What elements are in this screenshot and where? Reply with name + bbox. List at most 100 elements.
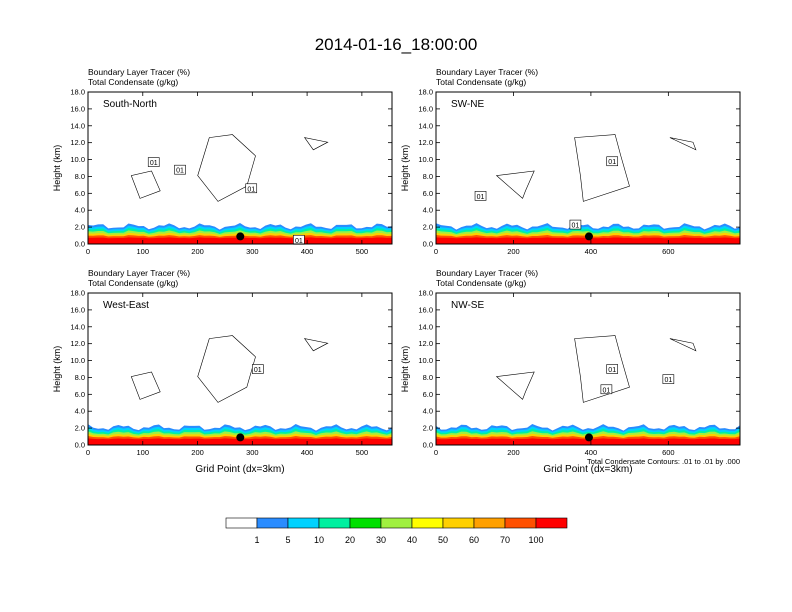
contour-label-box (662, 374, 675, 384)
x-tick-label: 200 (191, 448, 204, 457)
y-tick-label: 18.0 (418, 289, 433, 298)
y-tick-label: 6.0 (423, 189, 433, 198)
location-marker (236, 433, 245, 442)
colorbar-label: 50 (438, 535, 448, 545)
y-tick-label: 4.0 (423, 407, 433, 416)
contour-line (669, 137, 697, 151)
x-tick-label: 200 (507, 247, 520, 256)
panel-header-tracer: Boundary Layer Tracer (%) (88, 268, 190, 278)
y-tick-label: 6.0 (75, 390, 85, 399)
y-tick-label: 6.0 (423, 390, 433, 399)
y-tick-label: 0.0 (75, 240, 85, 249)
contour-line (303, 137, 329, 151)
y-tick-label: 2.0 (423, 424, 433, 433)
y-tick-label: 18.0 (70, 88, 85, 97)
colorbar-label: 40 (407, 535, 417, 545)
contour-line (669, 338, 697, 352)
location-marker (584, 433, 593, 442)
tracer-band (88, 438, 392, 445)
y-axis-label: Height (km) (52, 346, 62, 393)
contour-line (130, 170, 161, 199)
tracer-band (88, 237, 392, 244)
condensate-contours (130, 335, 329, 403)
x-tick-label: 600 (662, 247, 675, 256)
plot-frame (435, 292, 741, 446)
colorbar-swatch (380, 517, 413, 529)
contour-label-box (600, 384, 613, 395)
contour-label: 01 (608, 159, 616, 166)
panel-3: Boundary Layer Tracer (%)Total Condensat… (52, 268, 393, 475)
plot-frame (87, 292, 393, 446)
y-tick-label: 0.0 (423, 240, 433, 249)
contour-line (197, 335, 256, 403)
colorbar-swatch (411, 517, 444, 529)
panel-header-condensate: Total Condensate (g/kg) (436, 278, 526, 288)
x-tick-label: 0 (86, 448, 90, 457)
tracer-band (436, 438, 740, 445)
panel-4: Boundary Layer Tracer (%)Total Condensat… (400, 268, 741, 475)
y-tick-label: 4.0 (75, 206, 85, 215)
y-tick-label: 18.0 (70, 289, 85, 298)
location-marker (236, 232, 245, 241)
x-tick-label: 200 (191, 247, 204, 256)
contour-label: 01 (602, 387, 610, 394)
y-tick-label: 0.0 (75, 441, 85, 450)
contour-label-box (245, 183, 258, 194)
y-tick-label: 8.0 (423, 172, 433, 181)
contour-label: 01 (477, 194, 485, 201)
y-tick-label: 2.0 (75, 424, 85, 433)
y-tick-label: 10.0 (418, 356, 433, 365)
contour-note: Total Condensate Contours: .01 to .01 by… (587, 457, 740, 466)
x-axis-label: Grid Point (dx=3km) (543, 464, 632, 475)
location-marker (584, 232, 593, 241)
contour-label-box (569, 219, 582, 230)
x-tick-label: 0 (434, 247, 438, 256)
colorbar-swatch (473, 517, 506, 529)
colorbar: 1 5 10 20 30 40 50 60 70 100 (225, 517, 568, 545)
colorbar-swatch (442, 517, 475, 529)
x-tick-label: 0 (86, 247, 90, 256)
contour-label: 01 (254, 367, 262, 374)
panel-header-tracer: Boundary Layer Tracer (%) (436, 67, 538, 77)
y-tick-label: 14.0 (418, 121, 433, 130)
panel-name: South-North (103, 99, 157, 110)
colorbar-swatch (349, 517, 382, 529)
y-tick-label: 10.0 (70, 356, 85, 365)
colorbar-label: 60 (469, 535, 479, 545)
condensate-contours (130, 134, 329, 202)
condensate-contours (495, 335, 697, 403)
colorbar-swatch (318, 517, 351, 529)
x-tick-label: 0 (434, 448, 438, 457)
panel-header-tracer: Boundary Layer Tracer (%) (436, 268, 538, 278)
y-tick-label: 10.0 (70, 155, 85, 164)
contour-label: 01 (295, 238, 303, 245)
colorbar-label: 5 (285, 535, 290, 545)
x-tick-label: 300 (246, 448, 259, 457)
y-tick-label: 14.0 (70, 322, 85, 331)
y-tick-label: 12.0 (418, 339, 433, 348)
y-tick-label: 14.0 (418, 322, 433, 331)
y-tick-label: 4.0 (423, 206, 433, 215)
y-tick-label: 8.0 (423, 373, 433, 382)
contour-label-box (252, 364, 264, 374)
colorbar-label: 100 (528, 535, 543, 545)
tracer-band (436, 237, 740, 244)
colorbar-swatch (287, 517, 320, 529)
contour-label: 01 (247, 186, 255, 193)
y-tick-label: 0.0 (423, 441, 433, 450)
contour-label: 01 (150, 160, 158, 167)
contour-label: 01 (176, 168, 184, 175)
contour-label-box (606, 364, 619, 374)
figure-title: 2014-01-16_18:00:00 (315, 35, 478, 54)
contour-label: 01 (608, 367, 616, 374)
colorbar-swatch (256, 517, 289, 529)
y-tick-label: 2.0 (423, 223, 433, 232)
contour-label-box (606, 156, 619, 167)
contour-label: 01 (664, 377, 672, 384)
y-tick-label: 10.0 (418, 155, 433, 164)
contour-line (495, 371, 535, 400)
y-tick-label: 8.0 (75, 373, 85, 382)
panel-2: Boundary Layer Tracer (%)Total Condensat… (400, 67, 741, 256)
x-tick-label: 100 (137, 247, 150, 256)
x-axis-label: Grid Point (dx=3km) (195, 464, 284, 475)
